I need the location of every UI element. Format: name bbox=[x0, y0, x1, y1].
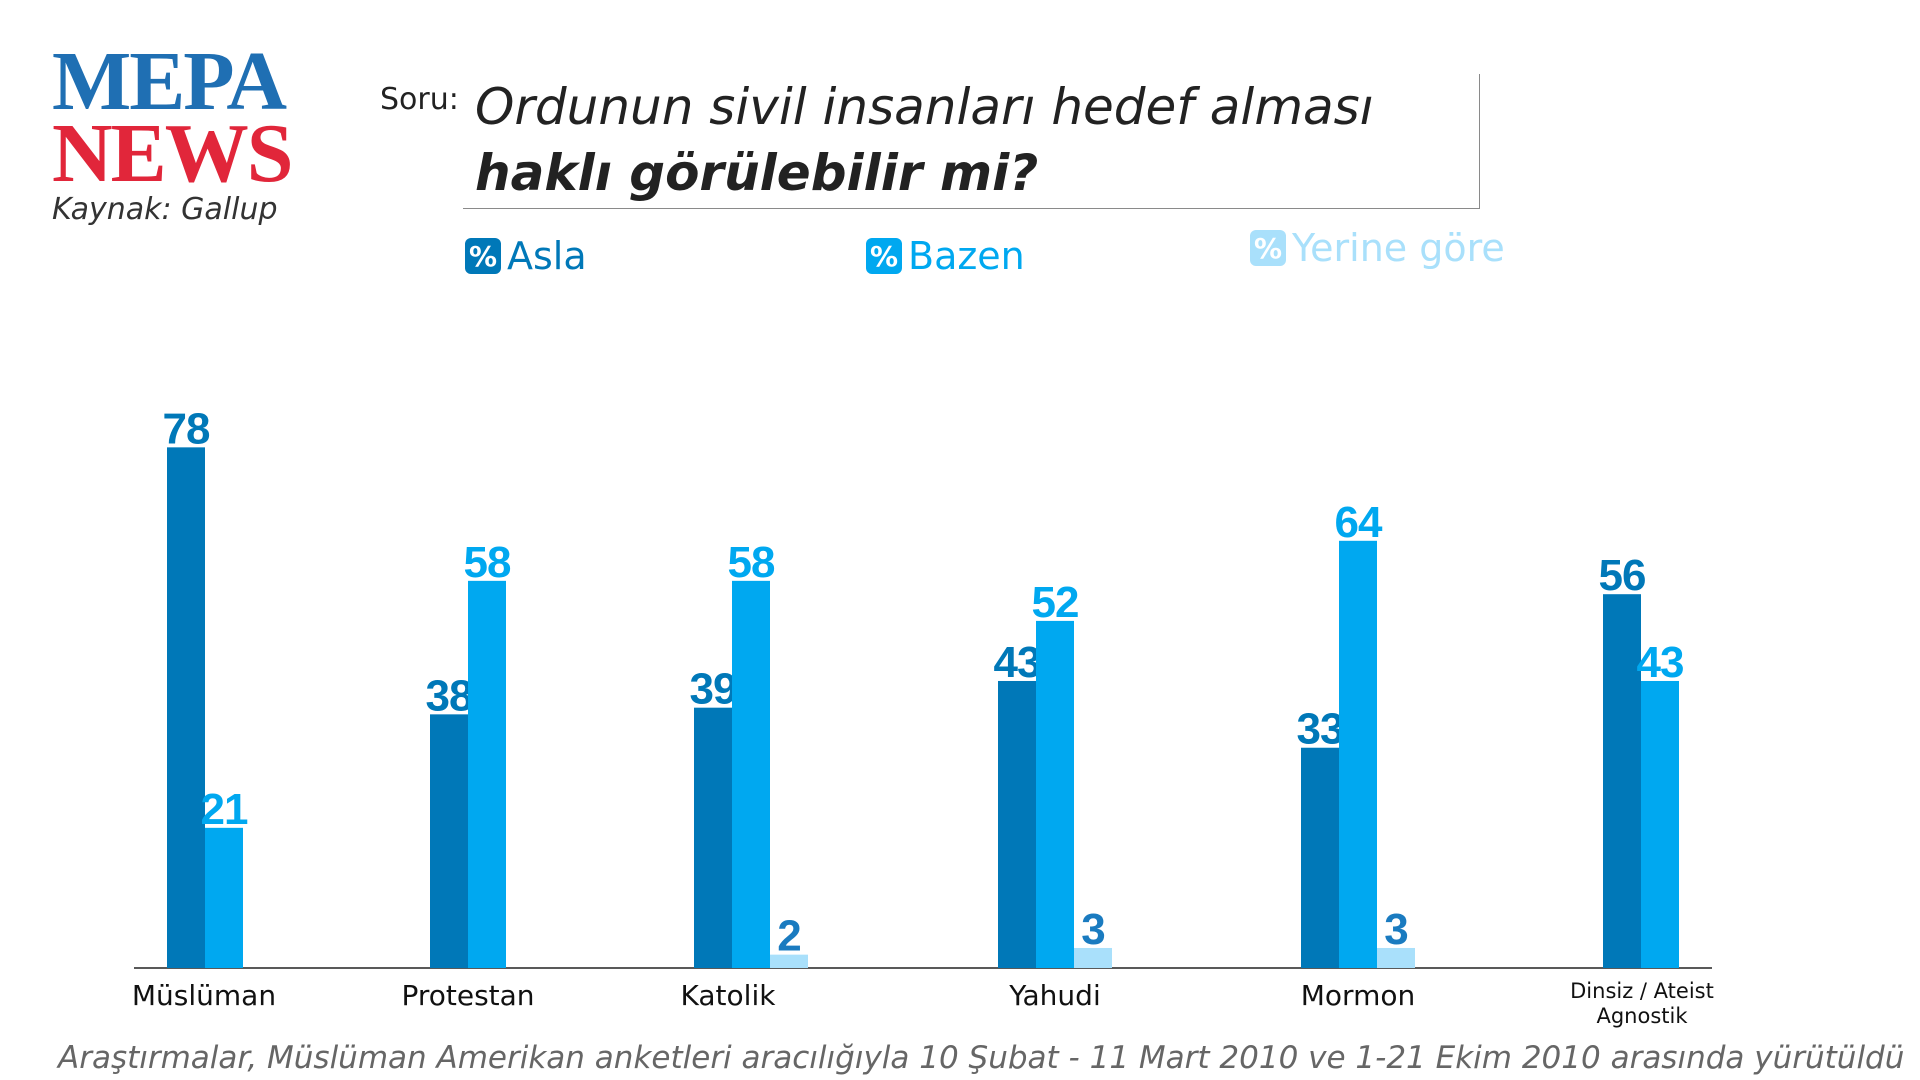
bar-mormon-asla bbox=[1301, 747, 1339, 968]
bar-musluman-bazen bbox=[205, 827, 243, 968]
legend-swatch-yerine-gore: % bbox=[1250, 230, 1286, 266]
legend-item-asla: % Asla bbox=[465, 234, 587, 278]
value-label-protestan-asla: 38 bbox=[426, 671, 473, 720]
value-label-yahudi-asla: 43 bbox=[994, 638, 1041, 687]
bar-katolik-yerine-gore bbox=[770, 954, 808, 968]
footnote: Araştırmalar, Müslüman Amerikan anketler… bbox=[58, 1040, 1905, 1076]
legend-label-bazen: Bazen bbox=[908, 234, 1025, 278]
value-label-mormon-asla: 33 bbox=[1297, 705, 1344, 754]
value-label-dinsiz-ateist-agnostik-bazen: 43 bbox=[1637, 638, 1684, 687]
category-label-mormon: Mormon bbox=[1301, 979, 1415, 1012]
value-label-musluman-asla: 78 bbox=[163, 404, 210, 453]
bar-protestan-asla bbox=[430, 714, 468, 968]
question-box bbox=[463, 74, 1480, 209]
mepa-news-logo: MEPA NEWS bbox=[52, 35, 312, 200]
legend-label-yerine-gore: Yerine göre bbox=[1292, 226, 1505, 270]
value-label-protestan-bazen: 58 bbox=[464, 538, 511, 587]
value-label-musluman-bazen: 21 bbox=[201, 785, 248, 834]
value-label-katolik-bazen: 58 bbox=[728, 538, 775, 587]
legend-item-bazen: % Bazen bbox=[866, 234, 1025, 278]
logo-news: NEWS bbox=[52, 107, 293, 200]
bar-yahudi-bazen bbox=[1036, 620, 1074, 968]
category-label-dinsiz-ateist-agnostik: Dinsiz / Ateist Agnostik bbox=[1570, 979, 1714, 1028]
value-label-katolik-asla: 39 bbox=[690, 665, 737, 714]
value-label-mormon-bazen: 64 bbox=[1335, 498, 1383, 547]
bar-dinsiz-ateist-agnostik-asla bbox=[1603, 594, 1641, 968]
value-label-yahudi-bazen: 52 bbox=[1032, 578, 1079, 627]
category-label-protestan: Protestan bbox=[401, 979, 534, 1012]
bar-protestan-bazen bbox=[468, 580, 506, 968]
bar-yahudi-asla bbox=[998, 680, 1036, 968]
bar-katolik-asla bbox=[694, 707, 732, 968]
value-label-yahudi-yerine-gore: 3 bbox=[1081, 905, 1104, 954]
source-label: Kaynak: Gallup bbox=[52, 192, 278, 227]
value-label-dinsiz-ateist-agnostik-asla: 56 bbox=[1599, 551, 1646, 600]
bar-mormon-yerine-gore bbox=[1377, 947, 1415, 968]
value-label-mormon-yerine-gore: 3 bbox=[1384, 905, 1407, 954]
question-prefix: Soru: bbox=[380, 82, 459, 117]
legend-swatch-asla: % bbox=[465, 238, 501, 274]
bar-mormon-bazen bbox=[1339, 540, 1377, 968]
legend-item-yerine-gore: % Yerine göre bbox=[1250, 226, 1505, 270]
category-label-musluman: Müslüman bbox=[132, 979, 276, 1012]
question-line-1: Ordunun sivil insanları hedef alması bbox=[475, 78, 1374, 136]
bar-yahudi-yerine-gore bbox=[1074, 947, 1112, 968]
legend-swatch-bazen: % bbox=[866, 238, 902, 274]
bar-katolik-bazen bbox=[732, 580, 770, 968]
question-line-2: haklı görülebilir mi? bbox=[475, 144, 1039, 202]
value-label-katolik-yerine-gore: 2 bbox=[777, 912, 800, 961]
legend-label-asla: Asla bbox=[507, 234, 587, 278]
category-label-katolik: Katolik bbox=[681, 979, 777, 1012]
bar-musluman-asla bbox=[167, 447, 205, 969]
bar-dinsiz-ateist-agnostik-bazen bbox=[1641, 680, 1679, 968]
logo-mepa: MEPA bbox=[52, 35, 287, 128]
category-label-yahudi: Yahudi bbox=[1008, 979, 1100, 1012]
